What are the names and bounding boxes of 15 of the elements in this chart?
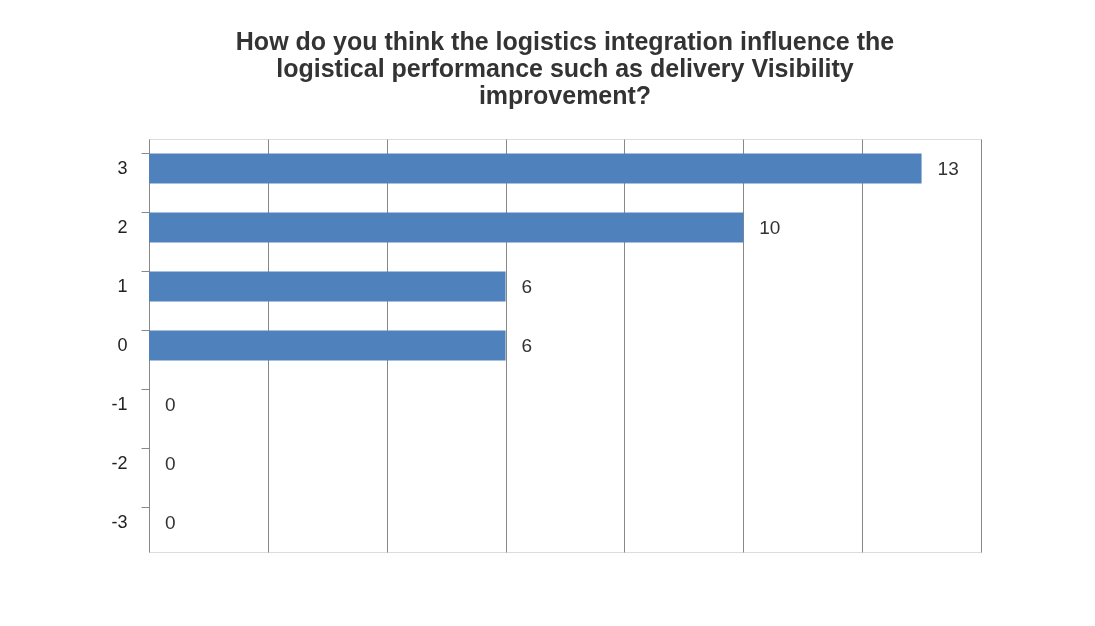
data-label: 0 [165,511,176,533]
y-tick-label: 3 [117,157,128,178]
y-tick-label: -3 [111,511,128,532]
data-label: 0 [165,452,176,474]
y-tick-label: 1 [117,275,128,296]
data-label: 6 [521,275,533,297]
data-label: 10 [759,216,781,238]
y-tick-label: -1 [111,393,128,414]
y-tick-label: 2 [117,216,128,237]
data-label: 13 [937,157,959,179]
chart-title: How do you think the logistics integration influence the logistical performance such as delivery Visibility improvement? [235,27,895,109]
data-label: 0 [165,393,176,415]
y-tick-label: -2 [111,452,128,473]
y-tick-label: 0 [117,334,128,355]
data-label: 6 [521,334,533,356]
